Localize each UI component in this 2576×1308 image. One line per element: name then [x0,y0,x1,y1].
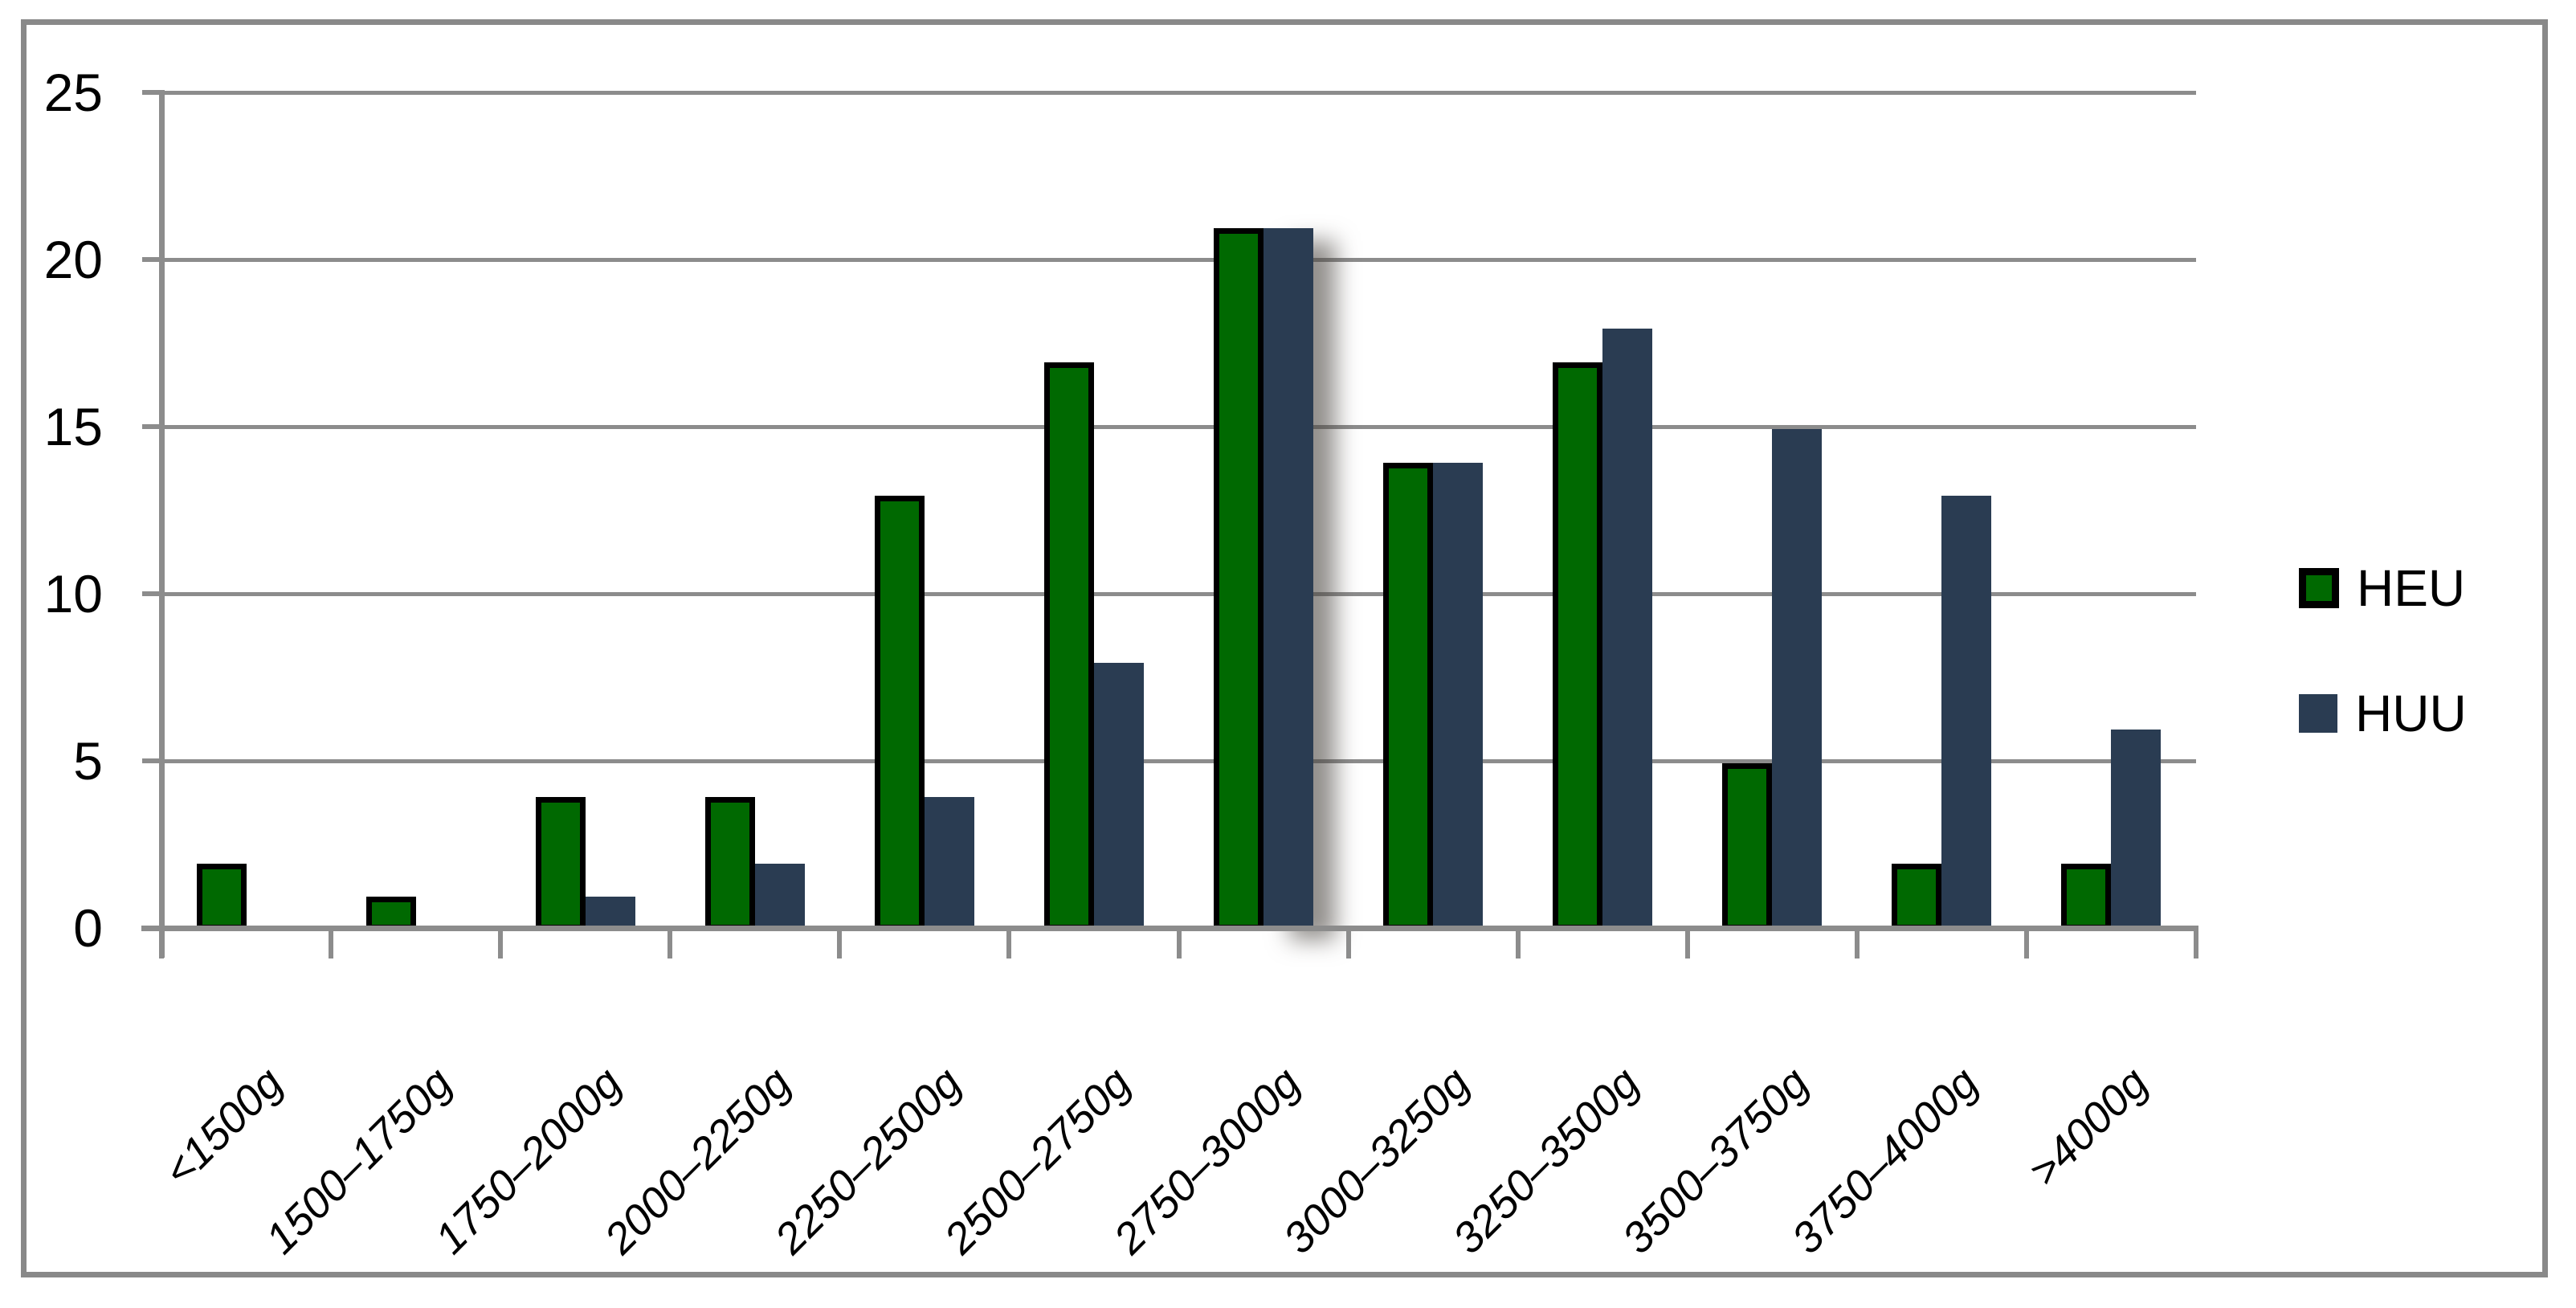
gridline-5 [161,759,2196,763]
gridline-25 [161,91,2196,95]
bar-heu-8 [1553,362,1603,930]
y-axis-label-5: 5 [73,731,103,791]
gridline-15 [161,425,2196,429]
y-axis-label-25: 25 [43,63,103,122]
gridline-10 [161,592,2196,596]
bar-heu-9 [1722,763,1773,930]
y-axis-label-15: 15 [43,397,103,456]
x-tick-8 [1515,928,1521,959]
bar-heu-2 [535,796,586,930]
bar-huu-4 [924,796,974,930]
bar-huu-11 [2111,730,2162,930]
x-tick-1 [329,928,334,959]
y-axis-label-10: 10 [43,564,103,623]
x-tick-6 [1176,928,1182,959]
x-tick-5 [1006,928,1012,959]
legend-swatch-heu [2299,568,2339,608]
legend-entry-huu: HUU [2299,688,2467,739]
legend: HEU HUU [2299,562,2467,813]
bar-heu-7 [1383,462,1434,930]
y-axis-label-20: 20 [43,230,103,289]
y-axis-label-0: 0 [73,898,103,958]
legend-label-heu: HEU [2357,559,2466,617]
y-tick-10 [142,591,161,596]
bar-huu-8 [1602,329,1653,930]
x-tick-2 [498,928,504,959]
bar-heu-6 [1214,228,1264,930]
x-tick-12 [2194,928,2198,959]
bar-heu-4 [874,496,925,930]
x-tick-10 [1854,928,1860,959]
y-tick-20 [142,257,161,262]
x-tick-4 [837,928,843,959]
bar-heu-5 [1043,362,1094,930]
gridline-20 [161,258,2196,262]
legend-entry-heu: HEU [2299,562,2467,614]
x-axis-label-0: <1500g [154,1058,292,1196]
x-axis-label-11: >4000g [2019,1058,2158,1196]
x-tick-0 [159,928,164,959]
y-tick-15 [142,424,161,429]
x-tick-3 [667,928,673,959]
bar-heu-10 [1892,863,1942,930]
bar-huu-6 [1264,228,1314,930]
bar-heu-0 [196,863,247,930]
x-tick-7 [1345,928,1351,959]
x-tick-11 [2023,928,2029,959]
chart-outer-frame [21,19,2548,1277]
y-tick-25 [142,90,161,95]
bar-huu-2 [585,897,635,930]
bar-huu-10 [1941,496,1992,930]
bar-huu-9 [1772,429,1823,930]
bar-huu-5 [1093,663,1144,930]
x-tick-9 [1684,928,1690,959]
y-axis-line [159,90,165,958]
bar-huu-3 [754,863,805,930]
legend-swatch-huu [2299,694,2337,733]
x-axis-line [141,926,2198,931]
bar-heu-3 [704,796,755,930]
legend-label-huu: HUU [2355,685,2467,742]
y-tick-5 [142,758,161,763]
bar-heu-11 [2061,863,2112,930]
bar-huu-7 [1433,462,1484,930]
